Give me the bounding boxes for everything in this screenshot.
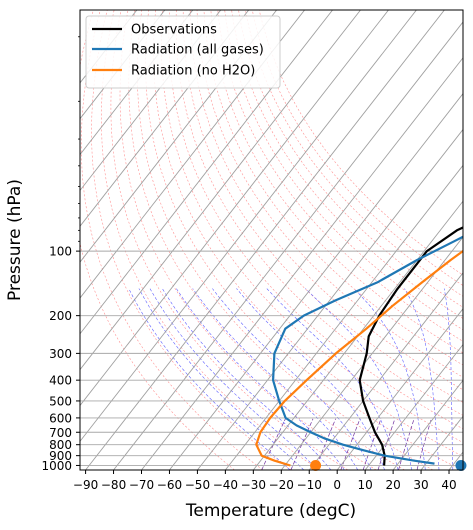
x-tick-label: −70: [129, 478, 154, 492]
moist-adiabat-line: [404, 288, 440, 470]
dry-adiabat-line: [91, 10, 292, 470]
y-tick-label: 600: [49, 411, 72, 425]
moist-adiabat-line: [176, 288, 345, 470]
x-tick-label: −20: [269, 478, 294, 492]
x-axis: −90 −80 −70 −60 −50 −40 −30 −20 −10 0 10 20 30 40: [73, 470, 457, 492]
radiation-all-gases-line: [272, 235, 463, 465]
x-tick-label: 40: [441, 478, 456, 492]
y-tick-label: 200: [49, 309, 72, 323]
mixing-ratio-line: [261, 418, 286, 470]
legend-label-observations: Observations: [131, 23, 217, 38]
y-axis-title: Pressure (hPa): [5, 179, 25, 301]
y-tick-label: 500: [49, 394, 72, 408]
radiation-no-h2o-line: [255, 249, 463, 467]
dry-adiabat-line: [245, 10, 463, 297]
x-tick-label: 30: [413, 478, 428, 492]
isotherm-line: [392, 379, 463, 470]
y-tick-label: 900: [49, 449, 72, 463]
surface-marker-all-gases: [455, 459, 467, 471]
isotherm-line: [80, 10, 361, 371]
plot-frame: [79, 9, 464, 471]
isotherm-line: [169, 92, 463, 470]
moist-adiabat-line: [443, 288, 454, 470]
isotherm-line: [85, 10, 445, 470]
moist-adiabat-line: [305, 288, 412, 470]
isotherm-line: [197, 128, 463, 470]
x-tick-label: −90: [73, 478, 98, 492]
isotherm-line: [252, 200, 463, 470]
x-tick-label: 20: [385, 478, 400, 492]
dry-adiabat-line: [153, 10, 463, 457]
series-lines: [255, 226, 463, 467]
observations-line: [358, 226, 463, 466]
y-tick-label: 1000: [41, 459, 72, 473]
isotherm-line: [141, 57, 463, 470]
legend: Observations Radiation (all gases) Radia…: [85, 15, 281, 89]
moist-adiabat-line: [162, 288, 332, 470]
isotherm-line: [336, 307, 463, 470]
dry-adiabat-line: [119, 10, 377, 470]
dry-adiabat-line: [182, 10, 463, 403]
isotherm-line: [225, 164, 463, 470]
x-axis-title: Temperature (degC): [185, 501, 356, 521]
legend-label-radiation-no-h2o: Radiation (no H2O): [131, 64, 255, 79]
x-tick-label: 10: [358, 478, 373, 492]
x-tick-label: −50: [185, 478, 210, 492]
y-tick-label: 300: [49, 347, 72, 361]
isotherm-line: [308, 272, 463, 470]
dry-adiabat-line: [110, 10, 349, 470]
y-tick-label: 100: [49, 245, 72, 259]
y-tick-label: 400: [49, 374, 72, 388]
moist-adiabat-line: [353, 288, 426, 470]
x-tick-label: −40: [213, 478, 238, 492]
x-tick-label: −10: [297, 478, 322, 492]
dry-adiabat-line: [252, 10, 463, 286]
moist-adiabat-line: [236, 288, 385, 470]
legend-label-radiation-all-gases: Radiation (all gases): [131, 43, 264, 58]
x-tick-label: 0: [333, 478, 341, 492]
isotherm-line: [280, 236, 463, 470]
moist-adiabat-line: [149, 288, 318, 470]
isotherm-line: [80, 10, 389, 407]
y-tick-label: 700: [49, 426, 72, 440]
moist-adiabat-line: [128, 288, 291, 470]
x-tick-label: −80: [101, 478, 126, 492]
legend-box: [85, 15, 281, 89]
x-tick-label: −30: [241, 478, 266, 492]
moist-adiabat-line: [192, 288, 359, 470]
y-tick-label: 800: [49, 438, 72, 452]
isotherm-line: [113, 21, 463, 470]
isotherm-line: [80, 10, 417, 443]
isotherm-line: [364, 343, 463, 470]
dry-adiabat-line: [203, 10, 463, 366]
moist-adiabat-line: [138, 288, 305, 470]
dry-adiabat-line: [258, 10, 463, 276]
moist-adiabat-line: [212, 288, 372, 470]
x-tick-label: −60: [157, 478, 182, 492]
surface-marker-no-h2o: [310, 459, 322, 471]
surface-markers: [310, 459, 467, 471]
